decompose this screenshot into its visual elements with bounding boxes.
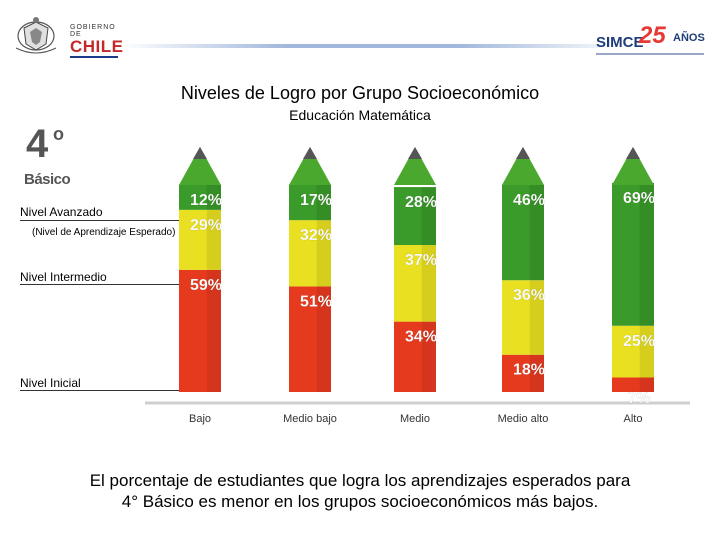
bar-facet-medio-bajo-nivel-intermedio: [316, 220, 331, 287]
level-line-avanzado: [20, 220, 180, 221]
pencil-lead-medio: [408, 147, 422, 159]
data-label-medio-nivel-intermedio: 37%: [405, 252, 437, 269]
data-label-bajo-nivel-intermedio: 29%: [190, 217, 222, 234]
bar-segment-alto-nivel-avanzado: [612, 182, 654, 326]
pencil-lead-medio-alto: [516, 147, 530, 159]
simce-25-anos-logo: SIMCE 25 AÑOS: [596, 22, 716, 58]
data-label-medio-alto-nivel-inicial: 18%: [513, 362, 545, 379]
category-label-bajo: Bajo: [189, 413, 211, 425]
bar-facet-medio-alto-nivel-inicial: [529, 354, 544, 392]
category-label-medio: Medio: [400, 413, 430, 425]
gobierno-de-chile-logo: GOBIERNO DE CHILE: [70, 24, 130, 58]
data-label-alto-nivel-intermedio: 25%: [623, 333, 655, 350]
bar-facet-bajo-nivel-inicial: [206, 269, 221, 392]
bar-facet-medio-bajo-nivel-avanzado: [316, 185, 331, 221]
data-label-medio-alto-nivel-avanzado: 46%: [513, 192, 545, 209]
bar-facet-medio-nivel-intermedio: [421, 245, 436, 322]
data-label-medio-nivel-inicial: 34%: [405, 329, 437, 346]
level-label-intermedio: Nivel Intermedio: [20, 270, 107, 284]
bar-facet-medio-bajo-nivel-inicial: [316, 286, 331, 392]
pencil-lead-medio-bajo: [303, 147, 317, 159]
pencil-lead-alto: [626, 147, 640, 159]
data-label-bajo-nivel-inicial: 59%: [190, 277, 222, 294]
grade-number: 4: [26, 122, 50, 166]
bar-facet-medio-nivel-avanzado: [421, 187, 436, 246]
footer-line-1: El porcentaje de estudiantes que logra l…: [89, 471, 631, 490]
bar-segment-medio-alto-nivel-avanzado: [502, 185, 544, 281]
category-label-medio-alto: Medio alto: [498, 413, 549, 425]
bar-facet-medio-alto-nivel-avanzado: [529, 185, 544, 281]
bar-segment-medio-nivel-avanzado: [394, 187, 436, 246]
level-line-inicial: [20, 390, 180, 391]
bar-segment-medio-alto-nivel-inicial: [502, 354, 544, 392]
simce-anniversary-suffix: AÑOS: [673, 32, 705, 44]
logo-caption: GOBIERNO DE: [70, 24, 116, 38]
pencil-lead-bajo: [193, 147, 207, 159]
bar-facet-medio-alto-nivel-intermedio: [529, 280, 544, 355]
footer-message: El porcentaje de estudiantes que logra l…: [40, 470, 680, 512]
bar-segment-medio-bajo-nivel-inicial: [289, 286, 331, 392]
bar-segment-alto-nivel-intermedio: [612, 325, 654, 378]
header-divider: [120, 44, 600, 48]
level-label-inicial: Nivel Inicial: [20, 376, 81, 390]
footer-line-2: 4° Básico es menor en los grupos socioec…: [121, 492, 599, 511]
data-label-medio-nivel-avanzado: 28%: [405, 194, 437, 211]
bar-segment-alto-nivel-inicial: [612, 377, 654, 392]
data-label-bajo-nivel-avanzado: 12%: [190, 192, 222, 209]
data-label-medio-alto-nivel-intermedio: 36%: [513, 287, 545, 304]
simce-anniversary-number: 25: [639, 22, 666, 49]
data-label-medio-bajo-nivel-intermedio: 32%: [300, 227, 332, 244]
data-label-medio-bajo-nivel-inicial: 51%: [300, 293, 332, 310]
data-label-alto-nivel-inicial: 7%: [627, 390, 650, 407]
pencil-tip-medio: [394, 147, 436, 185]
logo-bar: [70, 56, 118, 58]
bar-facet-alto-nivel-inicial: [639, 377, 654, 392]
bar-facet-alto-nivel-avanzado: [639, 182, 654, 326]
bar-facet-alto-nivel-intermedio: [639, 325, 654, 378]
pencil-tip-alto: [612, 147, 654, 185]
level-label-avanzado: Nivel Avanzado: [20, 205, 103, 219]
level-line-intermedio: [20, 284, 180, 285]
simce-underline: [596, 53, 704, 55]
bar-segment-medio-nivel-inicial: [394, 321, 436, 392]
simce-wordmark: SIMCE: [596, 34, 644, 51]
government-seal-logo: [10, 14, 62, 56]
bar-segment-medio-alto-nivel-intermedio: [502, 280, 544, 355]
chart-title: Niveles de Logro por Grupo Socioeconómic…: [180, 83, 540, 103]
bar-facet-medio-nivel-inicial: [421, 321, 436, 392]
category-label-alto: Alto: [624, 413, 643, 425]
bar-facet-bajo-nivel-intermedio: [206, 209, 221, 270]
bar-facet-bajo-nivel-avanzado: [206, 185, 221, 210]
category-label-medio-bajo: Medio bajo: [283, 413, 337, 425]
pencil-tip-medio-alto: [502, 147, 544, 185]
bar-segment-medio-nivel-intermedio: [394, 245, 436, 322]
grade-label: Básico: [24, 171, 71, 188]
pencil-tip-bajo: [179, 147, 221, 185]
level-note-esperado: (Nivel de Aprendizaje Esperado): [32, 227, 176, 238]
grade-ordinal: o: [53, 124, 64, 144]
data-label-medio-bajo-nivel-avanzado: 17%: [300, 192, 332, 209]
bar-segment-medio-bajo-nivel-avanzado: [289, 185, 331, 221]
bar-segment-medio-bajo-nivel-intermedio: [289, 220, 331, 287]
pencil-tip-medio-bajo: [289, 147, 331, 185]
data-label-alto-nivel-avanzado: 69%: [623, 190, 655, 207]
logo-wordmark: CHILE: [70, 37, 124, 56]
bar-segment-bajo-nivel-avanzado: [179, 185, 221, 210]
bar-segment-bajo-nivel-inicial: [179, 269, 221, 392]
chart-subtitle: Educación Matemática: [289, 107, 431, 123]
bar-segment-bajo-nivel-intermedio: [179, 209, 221, 270]
